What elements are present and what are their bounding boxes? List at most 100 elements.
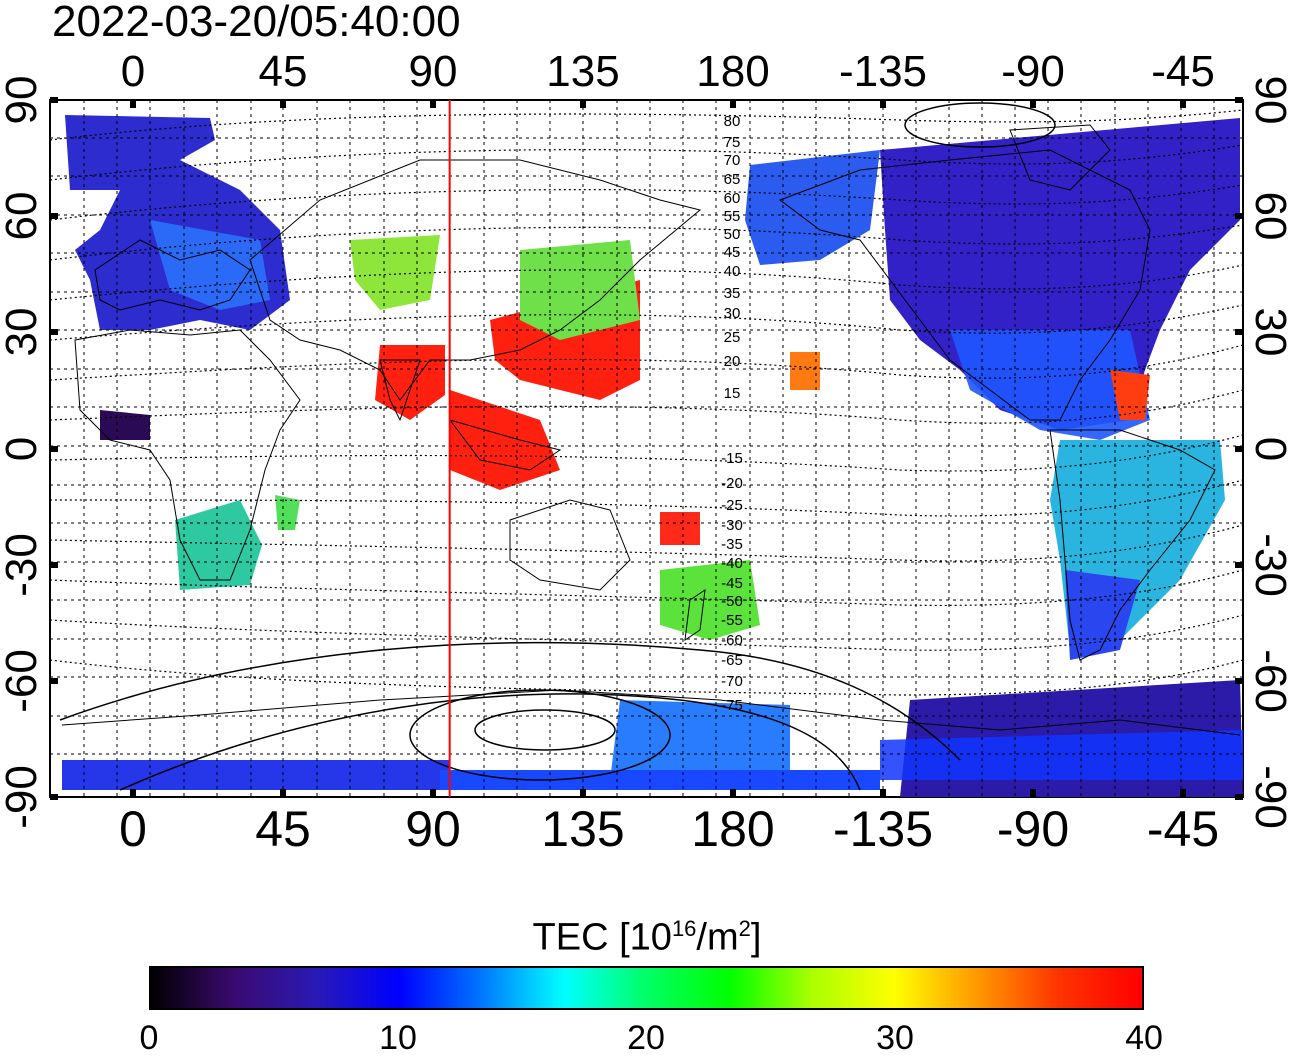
coast-asia	[249, 159, 702, 401]
magnetic-latitude-label: 30	[724, 305, 741, 322]
colorbar-title-end: ]	[750, 916, 762, 959]
colorbar-tick-label: 10	[379, 1019, 417, 1057]
magnetic-latitude-label: -55	[721, 612, 743, 629]
magnetic-latitude-label: -60	[721, 632, 743, 649]
coastlines	[61, 124, 1241, 736]
colorbar-tick-label: 30	[876, 1019, 914, 1057]
colorbar-tick-label: 40	[1125, 1019, 1163, 1057]
colorbar-tick-label: 20	[627, 1019, 665, 1057]
coast-india	[379, 359, 421, 422]
coast-australia	[509, 499, 631, 591]
lon-tick-top: -45	[1151, 47, 1215, 96]
lat-tick-right: 0	[1246, 437, 1294, 461]
timestamp-title: 2022-03-20/05:40:00	[52, 0, 461, 46]
lon-tick-top: 180	[696, 47, 769, 96]
tec-patch-na-south	[950, 330, 1150, 440]
lon-ticks-top: 0 45 90 135 180 -135 -90 -45	[121, 47, 1215, 96]
magnetic-latitude-label: 80	[724, 113, 741, 130]
lon-tick-top: 135	[546, 47, 619, 96]
lon-tick-top: 45	[259, 47, 308, 96]
lon-tick-bottom: -135	[833, 801, 933, 857]
tec-map: 8075706560555045403530252015-15-20-25-30…	[0, 47, 1294, 857]
tec-patch-caribbean	[1110, 370, 1150, 420]
axis-ticks	[50, 97, 1243, 800]
lon-ticks-bottom: 0 45 90 135 180 -135 -90 -45	[119, 801, 1219, 857]
colorbar-title: TEC [1016/m2]	[0, 907, 1294, 960]
magnetic-latitude-label: 35	[724, 285, 741, 302]
lat-ticks-right: 90 60 30 0 -30 -60 -90	[1246, 76, 1294, 829]
magnetic-latitude-label: 25	[724, 329, 741, 346]
lat-tick-right: -60	[1246, 649, 1294, 713]
colorbar-title-unit: /m	[696, 916, 739, 959]
coast-north-america	[778, 149, 1151, 421]
lon-tick-bottom: -45	[1147, 801, 1219, 857]
magnetic-latitude-label: 50	[724, 226, 741, 243]
colorbar-title-main: TEC [10	[532, 916, 672, 959]
magnetic-latitude-label: 75	[724, 134, 741, 151]
coast-greenland	[1009, 124, 1111, 191]
magnetic-latitude-label: 55	[724, 208, 741, 225]
magnetic-latitude-label: 65	[724, 171, 741, 188]
magnetic-latitude-label: 15	[724, 385, 741, 402]
coast-indonesia	[448, 419, 562, 471]
lon-tick-top: 90	[409, 47, 458, 96]
lat-ticks-left: 90 60 30 0 -30 -60 -90	[0, 76, 46, 829]
lon-tick-bottom: 90	[405, 801, 461, 857]
lon-tick-top: -90	[1001, 47, 1065, 96]
magnetic-latitude-label: -30	[721, 517, 743, 534]
lon-tick-bottom: 0	[119, 801, 147, 857]
lon-tick-bottom: 45	[255, 801, 311, 857]
magnetic-pole-contours	[59, 102, 1056, 791]
lat-tick-right: 60	[1246, 192, 1294, 241]
coast-south-america	[1049, 429, 1216, 661]
magnetic-latitude-label: -35	[721, 536, 743, 553]
magnetic-latitude-label: -40	[721, 555, 743, 572]
colorbar-title-unit-exponent: 2	[738, 916, 751, 941]
magnetic-latitude-label: -75	[721, 697, 743, 714]
colorbar-tick-label: 0	[139, 1019, 159, 1057]
lat-tick-right: -30	[1246, 533, 1294, 597]
lat-tick-right: 90	[1246, 76, 1294, 125]
tec-patch-hawaii	[790, 352, 820, 390]
tec-patch-sa-south	[1065, 570, 1140, 660]
lon-tick-bottom: 180	[691, 801, 774, 857]
lat-tick-left: -60	[0, 649, 46, 713]
tec-patch-antarctic-east	[610, 700, 790, 780]
magnetic-latitude-label: 20	[724, 353, 741, 370]
tec-patch-antarctic-band	[880, 730, 1243, 780]
tec-patch-se-asia	[450, 390, 560, 490]
magnetic-latitude-label: -50	[721, 593, 743, 610]
magnetic-latitude-label: -45	[721, 575, 743, 592]
lat-tick-left: 30	[0, 308, 46, 357]
magnetic-latitude-label: -15	[721, 450, 743, 467]
lon-tick-top: 0	[121, 47, 145, 96]
lat-tick-right: 30	[1246, 308, 1294, 357]
graticule	[50, 100, 1243, 797]
tec-patch-west-africa	[100, 410, 150, 440]
lat-tick-left: 60	[0, 192, 46, 241]
coast-africa	[74, 329, 301, 581]
magnetic-latitude-label: 70	[724, 152, 741, 169]
tec-patch-madagascar	[275, 495, 300, 530]
coast-antarctica	[61, 689, 1241, 736]
magnetic-latitude-label: -65	[721, 652, 743, 669]
magnetic-contours	[50, 109, 1243, 696]
colorbar	[149, 966, 1144, 1010]
tec-patch-south-band-1	[62, 760, 450, 790]
lon-tick-bottom: 135	[541, 801, 624, 857]
coast-nz	[684, 588, 706, 642]
tec-patch-pacific-south	[660, 512, 700, 545]
colorbar-title-exponent: 16	[671, 916, 697, 941]
lon-tick-top: -135	[839, 47, 927, 96]
coast-europe	[94, 239, 251, 311]
magnetic-latitude-label: -70	[721, 673, 743, 690]
magnetic-latitude-label: 40	[724, 263, 741, 280]
lat-tick-left: -90	[0, 765, 46, 829]
lat-tick-left: 0	[0, 437, 46, 461]
lon-tick-bottom: -90	[997, 801, 1069, 857]
lat-tick-left: 90	[0, 76, 46, 125]
magnetic-latitude-label: 60	[724, 190, 741, 207]
magnetic-latitude-label: 45	[724, 244, 741, 261]
magnetic-latitude-label: -20	[721, 475, 743, 492]
